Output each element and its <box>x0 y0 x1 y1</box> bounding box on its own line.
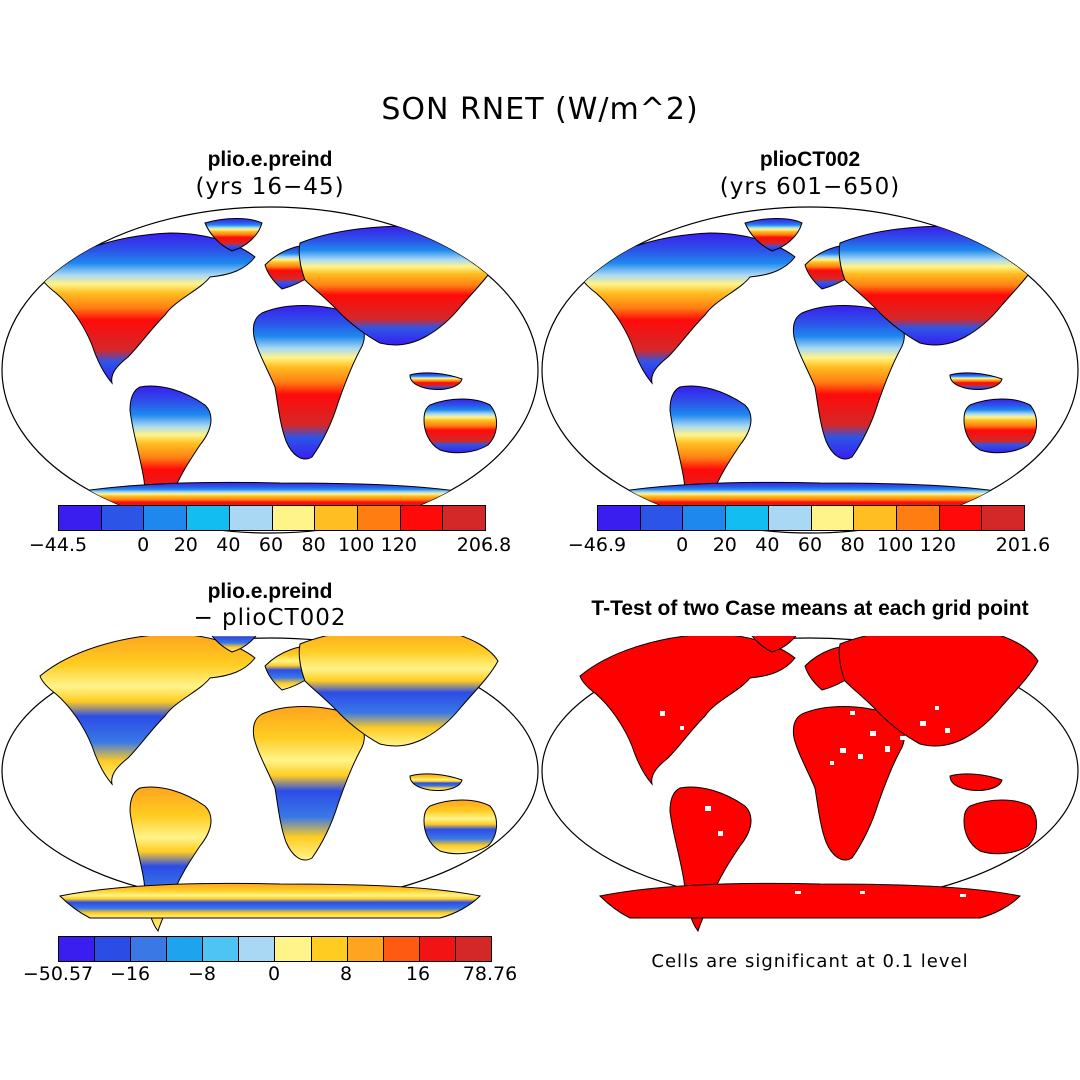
colorbar-a-cell <box>357 506 401 530</box>
panel-1-map <box>1 206 539 534</box>
colorbar-b-label: 40 <box>755 534 780 556</box>
colorbar-panel-1 <box>58 505 486 531</box>
colorbar-c-label: 8 <box>339 963 353 985</box>
colorbar-b-label: −46.9 <box>567 534 627 556</box>
colorbar-a-cell <box>315 506 358 530</box>
colorbar-c-label: 0 <box>267 963 281 985</box>
colorbar-a-cell <box>443 506 486 530</box>
colorbar-a-label: 60 <box>258 534 284 556</box>
colorbar-c-label: −8 <box>187 963 217 985</box>
colorbar-b-cell <box>854 506 897 530</box>
colorbar-c-cell <box>59 937 96 961</box>
colorbar-c-cell <box>347 937 384 961</box>
colorbar-b-cell <box>640 506 684 530</box>
panel-4-map <box>541 636 1079 932</box>
colorbar-c-cell <box>203 937 240 961</box>
colorbar-a-cell <box>400 506 444 530</box>
colorbar-c-cell <box>383 937 420 961</box>
colorbar-b-label: 120 <box>919 534 956 556</box>
colorbar-b-label: 201.6 <box>995 534 1051 556</box>
colorbar-c-label: −50.57 <box>22 963 94 985</box>
panel-2-subtitle: (yrs 601−650) <box>719 174 901 200</box>
significance-note: Cells are significant at 0.1 level <box>651 951 969 972</box>
colorbar-c-cell <box>275 937 312 961</box>
non-significant-cells <box>660 706 966 897</box>
panel-1-title: plio.e.preind <box>207 148 333 171</box>
colorbar-b-label: 80 <box>840 534 865 556</box>
colorbar-a-label: −44.5 <box>28 534 88 556</box>
colorbar-b-label: 100 <box>877 534 914 556</box>
colorbar-c-cell <box>311 937 348 961</box>
panel-3-subtitle: − plioCT002 <box>193 605 347 631</box>
colorbar-a-label: 20 <box>173 534 198 556</box>
colorbar-a-cell <box>144 506 188 530</box>
panel-3-map <box>1 636 539 932</box>
colorbar-b-cell <box>939 506 983 530</box>
colorbar-a-label: 40 <box>216 534 241 556</box>
colorbar-panel-3 <box>58 936 492 962</box>
colorbar-a-cell <box>59 506 102 530</box>
colorbar-a-label: 80 <box>301 534 326 556</box>
colorbar-b-cell <box>598 506 641 530</box>
panel-3-title: plio.e.preind <box>207 580 333 603</box>
panel-1-subtitle: (yrs 16−45) <box>195 174 345 200</box>
colorbar-b-label: 0 <box>676 534 689 556</box>
colorbar-a-cell <box>101 506 145 530</box>
colorbar-b-label: 20 <box>712 534 737 556</box>
colorbar-c-cell <box>239 937 276 961</box>
colorbar-c-cell <box>95 937 132 961</box>
colorbar-b-cell <box>726 506 769 530</box>
panel-2-title: plioCT002 <box>759 148 861 171</box>
colorbar-c-label: 78.76 <box>462 963 518 985</box>
colorbar-b-label: 60 <box>797 534 823 556</box>
colorbar-a-label: 0 <box>137 534 150 556</box>
colorbar-c-cell <box>167 937 204 961</box>
panel-4-title: T-Test of two Case means at each grid po… <box>591 597 1029 620</box>
colorbar-b-cell <box>768 506 812 530</box>
colorbar-b-cell <box>683 506 727 530</box>
colorbar-b-cell <box>811 506 855 530</box>
colorbar-panel-2 <box>597 505 1025 531</box>
colorbar-a-label: 100 <box>338 534 375 556</box>
colorbar-c-cell <box>455 937 491 961</box>
colorbar-c-label: −16 <box>109 963 151 985</box>
colorbar-a-cell <box>187 506 230 530</box>
panel-2-map <box>541 206 1079 534</box>
colorbar-a-label: 120 <box>380 534 417 556</box>
main-title: SON RNET (W/m^2) <box>381 92 699 127</box>
colorbar-b-cell <box>982 506 1025 530</box>
colorbar-c-label: 16 <box>405 963 431 985</box>
colorbar-a-cell <box>229 506 273 530</box>
colorbar-c-cell <box>419 937 456 961</box>
colorbar-a-cell <box>272 506 316 530</box>
colorbar-c-cell <box>131 937 168 961</box>
colorbar-b-cell <box>896 506 940 530</box>
colorbar-a-label: 206.8 <box>456 534 512 556</box>
